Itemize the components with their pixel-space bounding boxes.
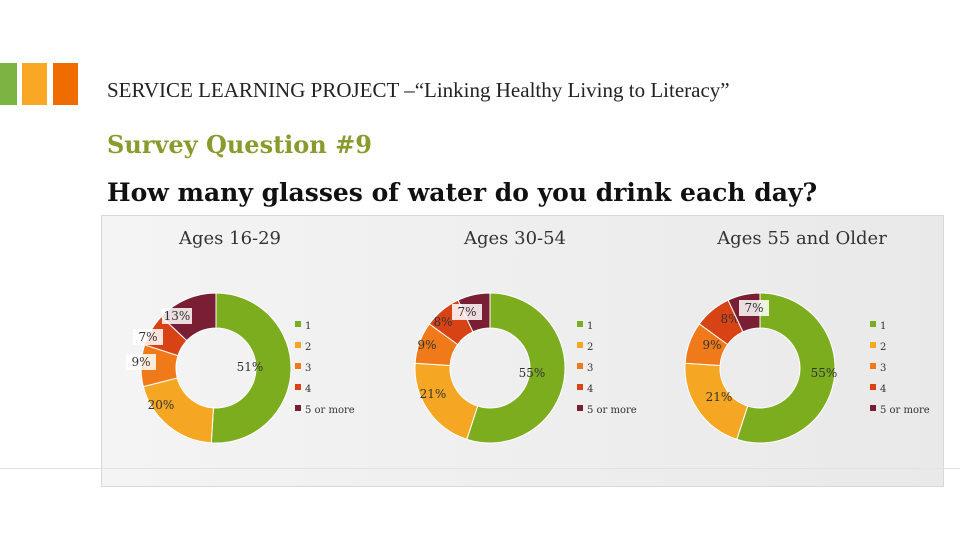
chart-2-data-label-2: 21% [420,387,447,401]
chart-2-data-label-1: 55% [519,366,546,380]
chart-3-legend-label-2: 2 [880,342,886,353]
chart-3-data-label-1: 55% [811,366,838,380]
chart-2-legend-swatch-5 [577,405,583,411]
chart-2-title: Ages 30-54 [463,228,566,249]
chart-2-label-bg-5 [452,304,482,320]
chart-2-legend-label-3: 3 [587,363,593,374]
chart-1-legend-swatch-1 [295,321,301,327]
page-subtitle: Survey Question #9 [107,130,372,159]
chart-1-legend-label-4: 4 [305,384,311,395]
chart-1-slice-1 [210,292,292,444]
chart-1-data-label-2: 20% [148,398,175,412]
chart-1-title: Ages 16-29 [178,228,281,249]
chart-2-slice-2 [414,362,479,440]
chart-2-data-label-3: 9% [417,338,436,352]
chart-2-legend-label-4: 4 [587,384,593,395]
chart-3-label-bg-5 [739,300,769,316]
chart-1-legend-swatch-3 [295,363,301,369]
survey-question: How many glasses of water do you drink e… [107,178,818,207]
header-title: SERVICE LEARNING PROJECT –“Linking Healt… [107,78,730,102]
chart-1-label-bg-5 [162,308,192,324]
chart-2-data-label-5: 7% [457,305,476,319]
chart-3-slice-1 [736,292,836,444]
chart-3-data-label-3: 9% [702,338,721,352]
chart-1-label-bg-4 [133,329,163,345]
chart-3-title: Ages 55 and Older [716,228,887,249]
decor-square-orange [53,63,78,105]
chart-1-data-label-3: 9% [131,355,150,369]
chart-3-legend-swatch-5 [870,405,876,411]
chart-2-legend-swatch-1 [577,321,583,327]
chart-1-legend-swatch-2 [295,342,301,348]
chart-3-data-label-5: 7% [744,301,763,315]
chart-1-legend-label-5: 5 or more [305,405,355,416]
decor-square-green [0,63,17,105]
chart-3-data-label-2: 21% [706,390,733,404]
chart-1-legend-label-3: 3 [305,363,311,374]
chart-2-slice-1 [466,292,566,444]
chart-3-legend-swatch-1 [870,321,876,327]
chart-1-label-bg-3 [126,354,156,370]
chart-3-legend-swatch-4 [870,384,876,390]
chart-2-data-label-4: 8% [433,315,452,329]
chart-2-legend-label-1: 1 [587,321,593,332]
chart-1-legend-label-2: 2 [305,342,311,353]
chart-1-legend-swatch-4 [295,384,301,390]
chart-1-legend-swatch-5 [295,405,301,411]
chart-3-legend-swatch-3 [870,363,876,369]
chart-2-legend-label-5: 5 or more [587,405,637,416]
chart-3-legend-swatch-2 [870,342,876,348]
chart-3-legend-label-5: 5 or more [880,405,930,416]
chart-2-legend-swatch-3 [577,363,583,369]
chart-3-legend-label-1: 1 [880,321,886,332]
divider [0,468,960,469]
chart-1-data-label-4: 7% [138,330,157,344]
chart-1-data-label-5: 13% [164,309,191,323]
decor-square-yellow [22,63,47,105]
chart-1-data-label-1: 51% [237,360,264,374]
chart-1-legend-label-1: 1 [305,321,311,332]
chart-3-legend-label-4: 4 [880,384,886,395]
chart-2-legend-label-2: 2 [587,342,593,353]
chart-2-legend-swatch-2 [577,342,583,348]
chart-3-legend-label-3: 3 [880,363,886,374]
chart-2-legend-swatch-4 [577,384,583,390]
